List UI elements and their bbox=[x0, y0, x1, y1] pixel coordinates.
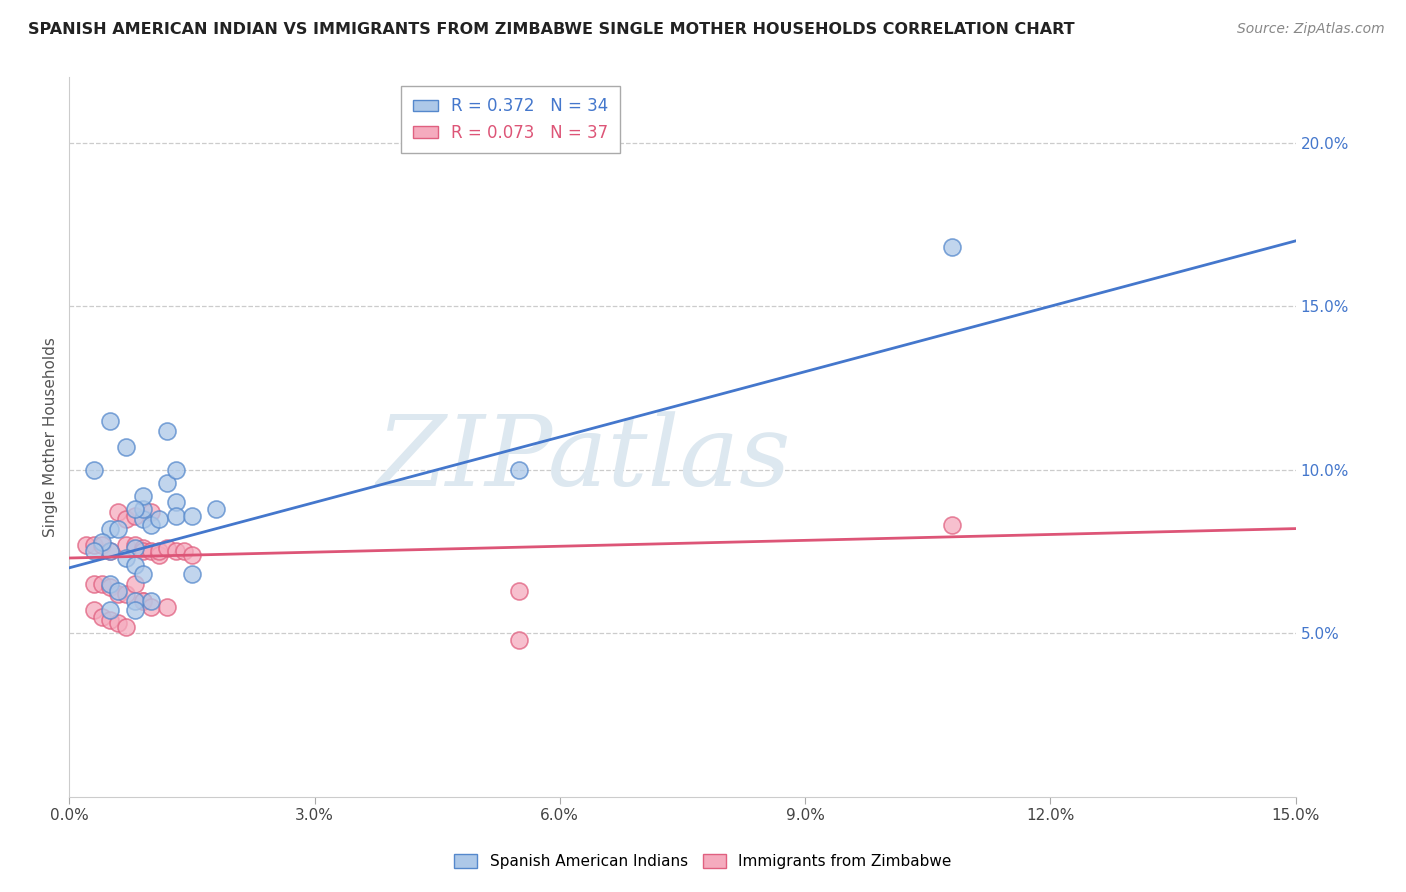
Point bbox=[139, 518, 162, 533]
Point bbox=[139, 600, 162, 615]
Point bbox=[107, 522, 129, 536]
Point bbox=[132, 502, 155, 516]
Point bbox=[941, 240, 963, 254]
Point bbox=[115, 440, 138, 454]
Point bbox=[98, 414, 121, 428]
Point bbox=[83, 577, 105, 591]
Point bbox=[139, 505, 162, 519]
Point bbox=[83, 538, 105, 552]
Point bbox=[115, 620, 138, 634]
Point bbox=[90, 610, 112, 624]
Point bbox=[124, 577, 146, 591]
Point bbox=[132, 593, 155, 607]
Point bbox=[98, 544, 121, 558]
Point bbox=[148, 544, 170, 558]
Point bbox=[132, 541, 155, 556]
Point bbox=[205, 502, 228, 516]
Point bbox=[180, 548, 202, 562]
Text: Source: ZipAtlas.com: Source: ZipAtlas.com bbox=[1237, 22, 1385, 37]
Point bbox=[90, 538, 112, 552]
Point bbox=[132, 593, 155, 607]
Legend: R = 0.372   N = 34, R = 0.073   N = 37: R = 0.372 N = 34, R = 0.073 N = 37 bbox=[401, 86, 620, 153]
Point bbox=[90, 534, 112, 549]
Y-axis label: Single Mother Households: Single Mother Households bbox=[44, 337, 58, 537]
Point bbox=[156, 475, 179, 490]
Point bbox=[90, 577, 112, 591]
Point bbox=[107, 505, 129, 519]
Point bbox=[508, 632, 530, 647]
Point bbox=[98, 522, 121, 536]
Point bbox=[156, 424, 179, 438]
Point bbox=[83, 544, 105, 558]
Point bbox=[148, 512, 170, 526]
Point bbox=[124, 541, 146, 556]
Point bbox=[107, 587, 129, 601]
Point bbox=[165, 495, 187, 509]
Point bbox=[107, 616, 129, 631]
Point bbox=[124, 508, 146, 523]
Point bbox=[180, 567, 202, 582]
Text: ZIPatlas: ZIPatlas bbox=[377, 411, 792, 507]
Point bbox=[132, 489, 155, 503]
Point bbox=[98, 603, 121, 617]
Point bbox=[124, 603, 146, 617]
Point bbox=[115, 587, 138, 601]
Point bbox=[124, 593, 146, 607]
Point bbox=[941, 518, 963, 533]
Point bbox=[98, 544, 121, 558]
Point bbox=[132, 567, 155, 582]
Point bbox=[124, 538, 146, 552]
Point bbox=[508, 583, 530, 598]
Point bbox=[115, 538, 138, 552]
Point bbox=[132, 512, 155, 526]
Point bbox=[165, 463, 187, 477]
Point bbox=[165, 508, 187, 523]
Point bbox=[148, 548, 170, 562]
Point bbox=[115, 551, 138, 566]
Point bbox=[83, 463, 105, 477]
Point bbox=[98, 581, 121, 595]
Point bbox=[115, 512, 138, 526]
Point bbox=[75, 538, 97, 552]
Point bbox=[107, 583, 129, 598]
Point bbox=[156, 541, 179, 556]
Text: SPANISH AMERICAN INDIAN VS IMMIGRANTS FROM ZIMBABWE SINGLE MOTHER HOUSEHOLDS COR: SPANISH AMERICAN INDIAN VS IMMIGRANTS FR… bbox=[28, 22, 1074, 37]
Point bbox=[173, 544, 195, 558]
Point bbox=[139, 544, 162, 558]
Point bbox=[180, 508, 202, 523]
Point bbox=[98, 613, 121, 627]
Point bbox=[165, 544, 187, 558]
Point bbox=[83, 603, 105, 617]
Point bbox=[132, 544, 155, 558]
Point bbox=[156, 600, 179, 615]
Point bbox=[124, 502, 146, 516]
Point bbox=[124, 558, 146, 572]
Legend: Spanish American Indians, Immigrants from Zimbabwe: Spanish American Indians, Immigrants fro… bbox=[449, 848, 957, 875]
Point bbox=[139, 593, 162, 607]
Point bbox=[98, 577, 121, 591]
Point bbox=[508, 463, 530, 477]
